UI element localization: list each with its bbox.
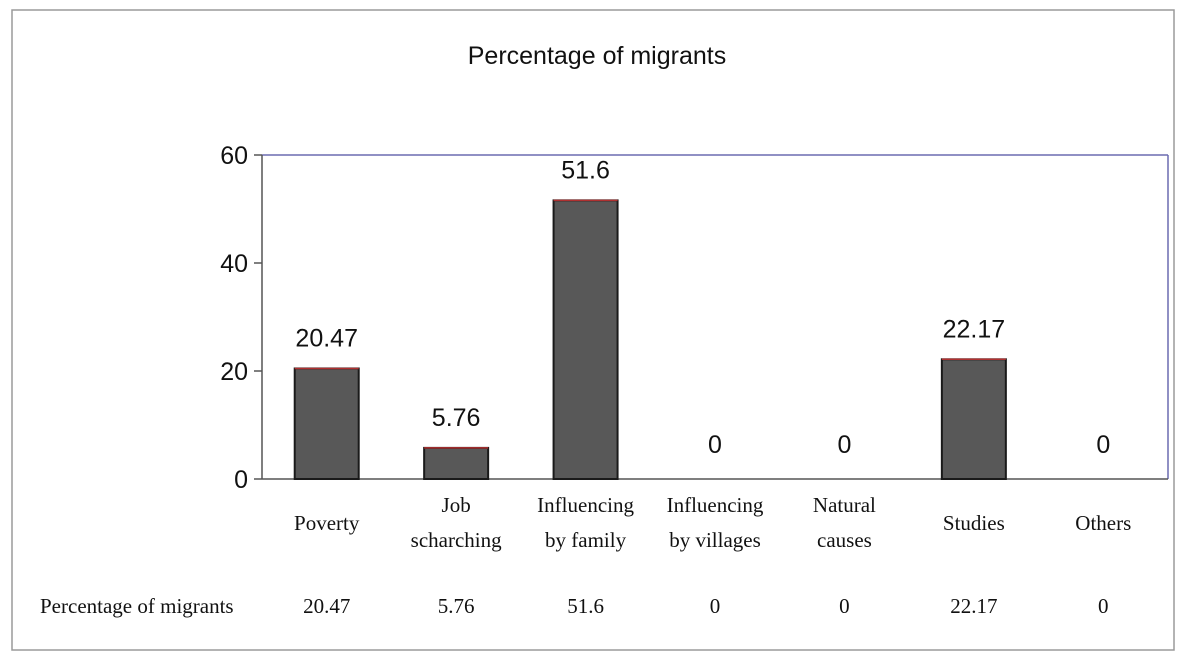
data-table-value: 0	[1098, 594, 1109, 618]
chart-title: Percentage of migrants	[468, 42, 726, 70]
y-tick-label: 60	[220, 142, 248, 170]
data-table-series-label: Percentage of migrants	[40, 594, 234, 618]
y-tick-label: 20	[220, 358, 248, 386]
y-tick-label: 40	[220, 250, 248, 278]
category-label-line: by family	[545, 528, 627, 552]
data-table-value: 51.6	[567, 594, 604, 618]
bar	[293, 367, 360, 481]
category-label: Poverty	[294, 511, 360, 535]
data-label: 0	[1096, 431, 1110, 459]
data-table-value: 5.76	[438, 594, 475, 618]
data-label: 20.47	[295, 324, 358, 352]
plot-area: 0 20 40 60 20.47 5.76 51.6 0 0 22.17 0 Poverty Job sc…	[40, 142, 1169, 618]
data-label: 5.76	[432, 404, 481, 432]
category-label-line: Job	[442, 493, 471, 517]
category-label-line: by villages	[669, 528, 761, 552]
category-label-line: Natural	[813, 493, 876, 517]
data-label: 0	[837, 431, 851, 459]
bar	[940, 358, 1007, 481]
data-table-value: 0	[710, 594, 721, 618]
data-table-value: 22.17	[950, 594, 997, 618]
category-label: Others	[1075, 511, 1131, 535]
data-table-value: 0	[839, 594, 850, 618]
bar	[552, 199, 619, 481]
category-label: Studies	[943, 511, 1005, 535]
data-label: 22.17	[943, 315, 1006, 343]
category-label-line: Influencing	[667, 493, 764, 517]
y-tick-label: 0	[234, 466, 248, 494]
bar	[423, 446, 490, 480]
category-label-line: causes	[817, 528, 872, 552]
data-label: 51.6	[561, 156, 610, 184]
data-label: 0	[708, 431, 722, 459]
category-label-line: Influencing	[537, 493, 634, 517]
data-table-value: 20.47	[303, 594, 350, 618]
category-label-line: scharching	[411, 528, 502, 552]
